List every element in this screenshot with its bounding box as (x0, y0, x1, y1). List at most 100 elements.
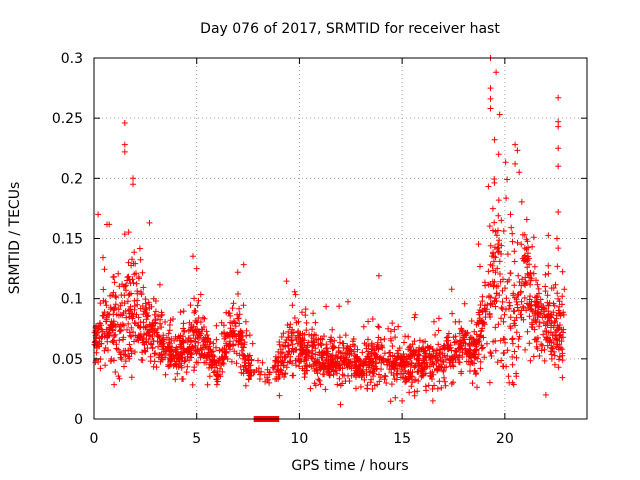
data-point (189, 381, 196, 388)
data-point (232, 323, 239, 330)
data-point (477, 358, 484, 365)
data-point (317, 341, 324, 348)
data-point (107, 358, 114, 365)
data-point (529, 324, 536, 331)
data-point (538, 347, 545, 354)
data-point (551, 361, 558, 368)
data-point (324, 345, 330, 351)
data-point (307, 385, 314, 392)
data-point (557, 331, 564, 338)
data-point (129, 310, 136, 317)
data-point (134, 288, 141, 295)
data-point (195, 339, 202, 346)
data-point (504, 176, 511, 183)
data-point (492, 295, 499, 302)
data-point (283, 337, 290, 343)
data-point (142, 296, 149, 303)
data-point (193, 319, 200, 326)
data-point (291, 288, 298, 295)
data-point (122, 347, 129, 354)
data-point (376, 378, 383, 385)
x-tick-label: 20 (496, 431, 514, 447)
data-point (129, 256, 135, 263)
data-point (188, 324, 195, 330)
data-point (528, 298, 535, 305)
data-point (223, 340, 229, 347)
data-point (312, 319, 319, 326)
data-point (289, 302, 296, 309)
data-point (292, 291, 299, 298)
data-point (310, 310, 317, 317)
data-point (143, 339, 150, 346)
data-point (441, 364, 448, 371)
data-point (147, 358, 154, 365)
data-point (158, 324, 165, 331)
data-point (137, 305, 144, 312)
data-point (432, 331, 439, 338)
data-point (142, 324, 149, 331)
data-point (297, 346, 304, 353)
data-point (187, 326, 194, 333)
data-point (329, 326, 336, 333)
data-point (329, 345, 336, 352)
data-point (135, 314, 142, 321)
data-point (466, 341, 473, 348)
low-point (429, 397, 436, 404)
data-point (476, 338, 483, 344)
data-point (492, 338, 499, 344)
data-point (422, 383, 429, 390)
data-point (242, 382, 249, 389)
data-point (378, 356, 385, 363)
data-point (511, 348, 518, 355)
data-point (475, 241, 482, 248)
data-point (452, 357, 459, 363)
data-point (125, 320, 132, 327)
data-point (166, 336, 173, 343)
data-point (359, 369, 366, 376)
x-tick-label: 0 (90, 431, 99, 447)
data-point (142, 348, 149, 355)
data-point (118, 326, 125, 333)
data-point (561, 286, 568, 293)
data-point (110, 289, 117, 296)
data-point (533, 318, 540, 325)
data-point (332, 359, 339, 366)
data-point (324, 350, 331, 357)
data-point (224, 356, 231, 362)
x-tick-label: 5 (192, 431, 201, 447)
data-point (494, 265, 501, 272)
data-point (235, 291, 241, 297)
data-point (456, 330, 463, 337)
peak-point (487, 105, 494, 112)
data-point (534, 334, 541, 341)
data-point (126, 291, 133, 298)
peak-point (487, 85, 494, 92)
data-point (522, 282, 529, 289)
data-point (533, 277, 539, 284)
data-point (227, 346, 233, 353)
data-point (529, 243, 536, 250)
data-point (149, 322, 155, 329)
data-point (318, 342, 325, 349)
data-point (165, 363, 172, 370)
data-point (408, 383, 415, 390)
data-point (154, 325, 161, 332)
peak-point (555, 145, 562, 152)
data-point (366, 353, 372, 360)
data-point (124, 326, 130, 333)
data-point (502, 285, 508, 292)
data-point (515, 291, 522, 298)
data-point (152, 317, 159, 324)
peak-point (130, 181, 136, 188)
data-point (491, 179, 498, 186)
data-point (98, 340, 105, 347)
data-point (343, 355, 350, 362)
data-point (204, 332, 211, 338)
data-point (514, 239, 521, 246)
data-point (150, 363, 157, 370)
data-point (538, 341, 545, 348)
data-point (156, 281, 163, 288)
low-point (337, 401, 344, 408)
data-point (206, 339, 213, 346)
data-point (545, 270, 552, 277)
